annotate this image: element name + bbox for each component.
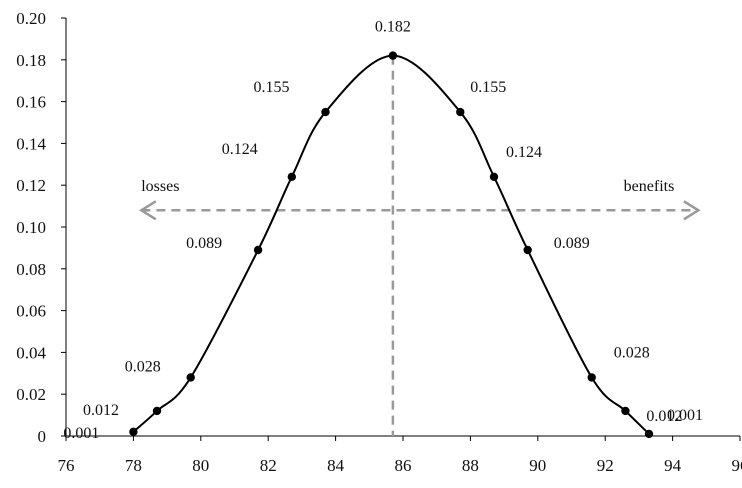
y-tick-label: 0.14 <box>16 134 46 153</box>
data-point <box>523 245 532 255</box>
y-tick-label: 0.06 <box>16 302 46 321</box>
data-label: 0.001 <box>63 425 99 442</box>
y-tick-label: 0 <box>38 427 47 446</box>
data-point <box>129 427 138 437</box>
data-label: 0.124 <box>506 144 542 161</box>
data-label: 0.182 <box>375 19 411 36</box>
left-arrow-icon <box>139 200 157 221</box>
data-point <box>287 172 296 182</box>
x-tick-label: 78 <box>125 456 142 475</box>
y-tick-label: 0.18 <box>16 51 46 70</box>
x-tick-label: 82 <box>260 456 277 475</box>
y-tick-label: 0.20 <box>16 9 46 28</box>
x-tick-label: 88 <box>462 456 479 475</box>
data-points <box>129 51 654 439</box>
data-label: 0.001 <box>667 407 703 424</box>
losses-annotation: losses <box>141 178 179 195</box>
benefits-annotation: benefits <box>624 178 675 195</box>
data-label: 0.124 <box>222 141 258 158</box>
data-label: 0.012 <box>646 408 682 425</box>
x-tick-label: 96 <box>732 456 742 475</box>
data-point <box>644 429 654 439</box>
x-tick-label: 84 <box>327 456 345 475</box>
data-labels: 0.0010.0120.0280.0890.1240.1550.1820.155… <box>63 19 703 442</box>
y-tick-label: 0.10 <box>16 218 46 237</box>
annotations: losses benefits <box>141 178 674 195</box>
data-label: 0.155 <box>470 79 506 96</box>
right-arrow-icon <box>683 200 701 221</box>
data-label: 0.155 <box>253 79 289 96</box>
data-point <box>186 373 195 382</box>
x-tick-label: 80 <box>192 456 209 475</box>
y-tick-label: 0.08 <box>16 260 46 279</box>
data-point <box>388 51 398 60</box>
data-label: 0.028 <box>125 358 161 375</box>
x-tick-label: 86 <box>395 456 412 475</box>
x-tick-label: 76 <box>58 456 75 475</box>
data-label: 0.089 <box>186 235 222 252</box>
x-tick-label: 92 <box>597 456 614 475</box>
y-tick-label: 0.04 <box>16 343 46 362</box>
data-point <box>152 406 162 416</box>
y-tick-label: 0.12 <box>16 176 46 195</box>
data-point <box>253 245 263 255</box>
chart-axes: 0 0.02 0.04 0.06 0.08 0.10 0.12 0.14 0.16 0.18 0.2… <box>16 9 742 475</box>
y-tick-label: 0.16 <box>16 93 46 112</box>
data-point <box>587 373 596 382</box>
x-tick-label: 90 <box>529 456 546 475</box>
data-label: 0.012 <box>83 402 119 419</box>
data-point <box>456 107 465 117</box>
data-label: 0.089 <box>554 235 590 252</box>
y-tick-label: 0.02 <box>16 385 46 404</box>
data-label: 0.028 <box>614 344 650 361</box>
data-point <box>621 406 630 416</box>
x-tick-label: 94 <box>664 456 682 475</box>
data-point <box>489 172 499 182</box>
data-point <box>321 107 330 117</box>
reference-lines <box>139 55 701 436</box>
